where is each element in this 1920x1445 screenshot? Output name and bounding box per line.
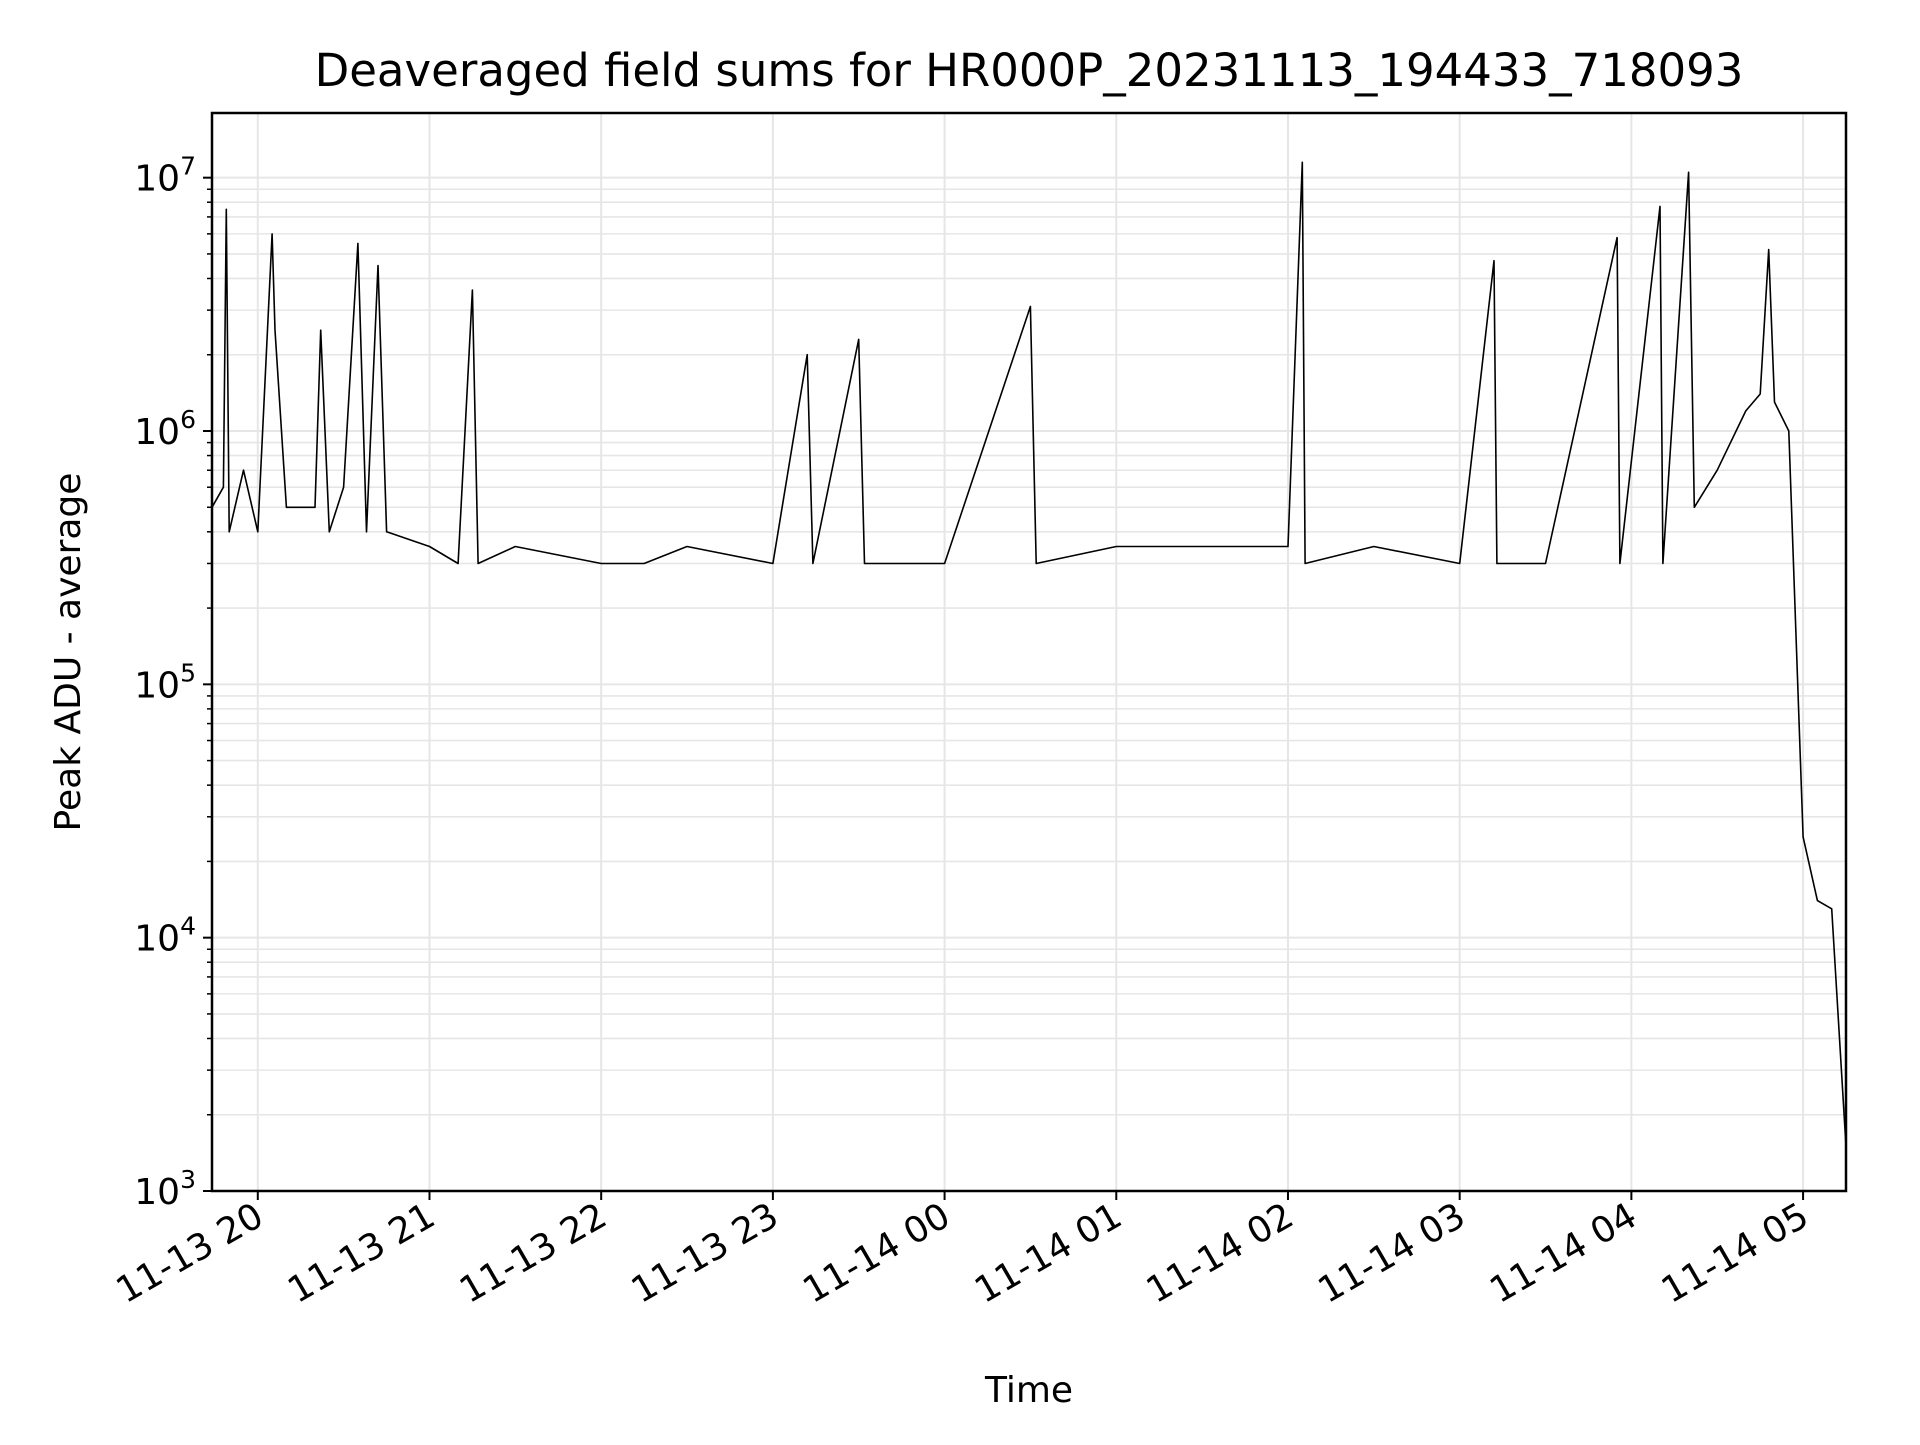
grid-lines [212, 113, 1846, 1192]
axes-frame [210, 111, 1848, 1193]
y-tick-label: 107 [134, 152, 196, 200]
series-layer [211, 161, 1847, 1147]
y-tick-label: 103 [134, 1165, 196, 1213]
chart-title: Deaveraged field sums for HR000P_2023111… [315, 44, 1744, 97]
y-tick-label: 105 [134, 658, 196, 706]
x-axis-label: Time [984, 1370, 1073, 1411]
y-tick-label: 106 [134, 405, 196, 453]
y-tick-label: 104 [134, 912, 196, 960]
y-axis-label: Peak ADU - average [48, 473, 89, 832]
series-line [211, 161, 1847, 1147]
y-axis: 103 104 105 106 107 [134, 152, 212, 1213]
